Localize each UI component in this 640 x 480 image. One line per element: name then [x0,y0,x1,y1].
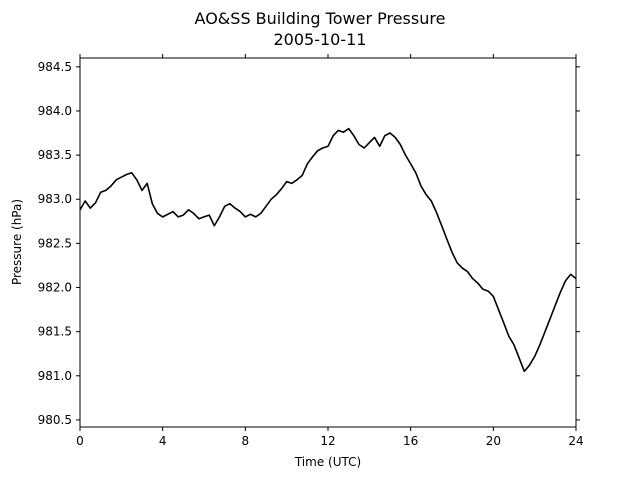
x-axis-label: Time (UTC) [294,455,361,469]
chart-subtitle: 2005-10-11 [274,30,367,49]
pressure-series-line [79,127,577,373]
x-tick-label: 12 [320,434,335,448]
x-axis-ticks: 0 4 8 12 16 20 24 [76,54,584,448]
y-tick-label: 984.0 [38,104,72,118]
x-tick-label: 16 [403,434,418,448]
x-tick-label: 20 [486,434,501,448]
x-tick-label: 8 [242,434,250,448]
y-tick-label: 982.0 [38,281,72,295]
x-tick-label: 24 [568,434,583,448]
y-axis-label: Pressure (hPa) [10,199,24,285]
y-tick-label: 983.0 [38,192,72,206]
plot-frame [79,57,577,428]
chart-title: AO&SS Building Tower Pressure [195,9,446,28]
y-tick-label: 982.5 [38,236,72,250]
x-tick-label: 4 [159,434,167,448]
y-tick-label: 981.0 [38,369,72,383]
y-tick-label: 983.5 [38,148,72,162]
y-tick-label: 981.5 [38,325,72,339]
x-tick-label: 0 [76,434,84,448]
y-tick-label: 984.5 [38,60,72,74]
y-tick-label: 980.5 [38,413,72,427]
y-axis-ticks: 980.5 981.0 981.5 982.0 982.5 983.0 983.5 984.0… [38,60,580,427]
